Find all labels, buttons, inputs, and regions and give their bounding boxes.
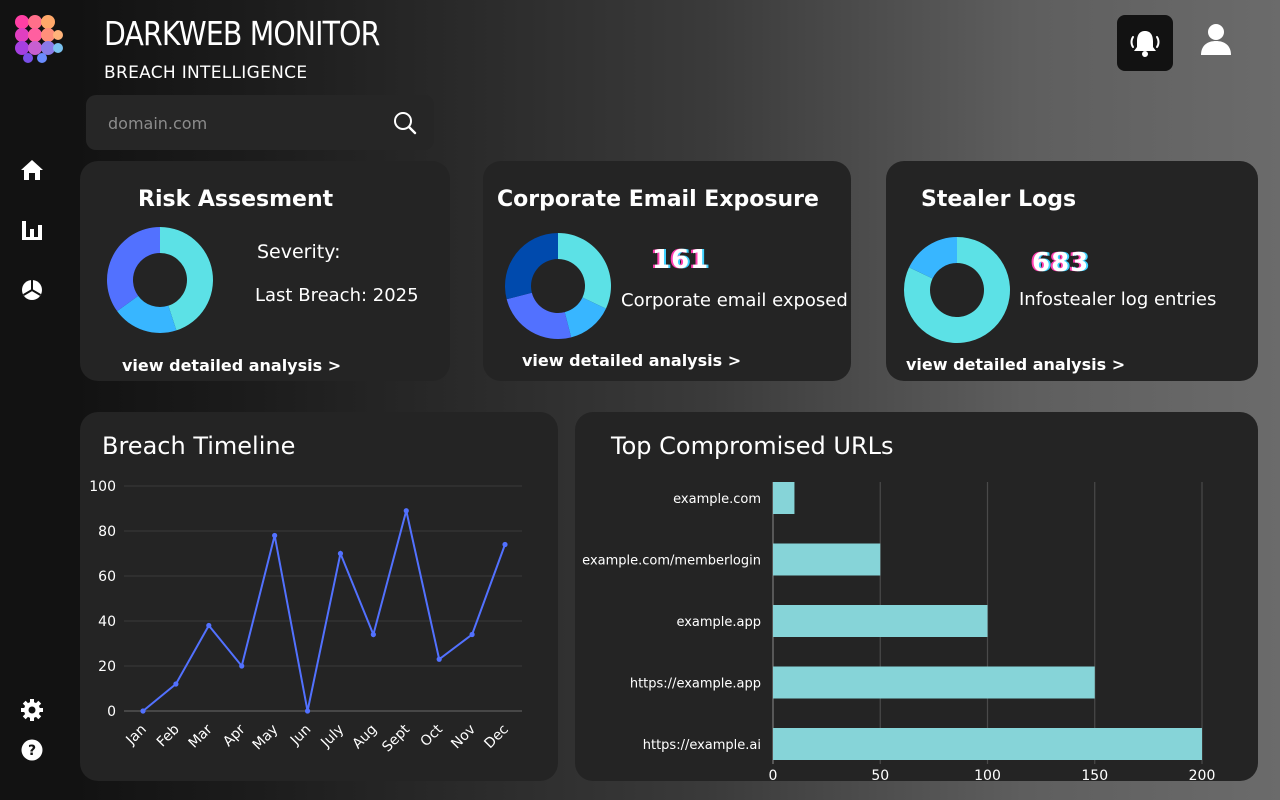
data-point <box>337 550 344 557</box>
last-breach-text: Last Breach: 2025 <box>255 285 419 306</box>
donut-slice <box>506 292 572 339</box>
severity-label: Severity: <box>257 241 341 263</box>
app-subtitle: BREACH INTELLIGENCE <box>104 63 308 83</box>
y-tick-label: 40 <box>98 614 116 630</box>
data-point <box>502 541 508 548</box>
donut-slice <box>558 233 611 309</box>
x-tick-label: Aug <box>350 722 381 753</box>
x-tick-label: July <box>317 722 347 752</box>
data-point <box>173 681 179 687</box>
donut-slice <box>909 237 957 279</box>
stealer-count: 683 <box>1032 248 1090 278</box>
app-title: DARKWEB MONITOR <box>104 14 380 53</box>
y-tick-label: 80 <box>98 524 116 540</box>
data-point <box>140 708 146 714</box>
y-tick-label: 20 <box>98 659 116 675</box>
x-tick-label: Mar <box>186 721 216 751</box>
x-tick-label: Apr <box>220 721 249 750</box>
home-icon[interactable] <box>19 157 45 183</box>
data-point <box>370 631 376 638</box>
user-icon[interactable] <box>1198 21 1234 57</box>
bar <box>773 605 988 637</box>
donut-slice <box>117 295 177 333</box>
bar-chart-icon[interactable] <box>19 217 45 243</box>
bell-icon <box>1130 31 1160 57</box>
x-tick-label: 50 <box>871 768 889 781</box>
x-tick-label: 200 <box>1189 768 1216 781</box>
series-line <box>142 510 506 712</box>
x-tick-label: Jun <box>287 722 314 749</box>
card-title: Corporate Email Exposure <box>497 187 819 212</box>
x-tick-label: Oct <box>418 721 447 750</box>
stealer-caption: Infostealer log entries <box>1019 289 1217 310</box>
y-tick-label: 0 <box>107 704 116 720</box>
donut-slice <box>564 297 606 338</box>
donut-slice <box>107 227 160 312</box>
bar-category-label: example.app <box>676 615 761 630</box>
card-title: Stealer Logs <box>921 187 1077 212</box>
data-point <box>206 622 212 629</box>
bar <box>773 728 1202 760</box>
notifications-button[interactable] <box>1117 15 1173 71</box>
risk-assessment-card: Risk Assesment Severity: Last Breach: 20… <box>80 161 450 381</box>
email-exposure-card: Corporate Email Exposure 161 Corporate e… <box>483 161 851 381</box>
panel-title: Top Compromised URLs <box>611 432 894 460</box>
bar-category-label: https://example.ai <box>643 738 761 753</box>
x-tick-label: Nov <box>448 722 479 753</box>
data-point <box>469 631 475 638</box>
data-point <box>239 663 245 669</box>
view-analysis-link[interactable]: view detailed analysis > <box>122 356 342 375</box>
help-icon[interactable]: ? <box>19 737 45 763</box>
breach-timeline-chart: 0 20 40 60 80 100 Jan Feb Mar Apr May Jun July Aug Sep… <box>89 479 522 755</box>
donut-slice <box>505 233 558 300</box>
card-title: Risk Assesment <box>138 187 334 212</box>
data-point <box>304 708 311 714</box>
y-tick-label: 60 <box>98 569 116 585</box>
email-count: 161 <box>652 245 710 275</box>
x-tick-label: Jan <box>123 722 150 749</box>
panel-title: Breach Timeline <box>102 432 296 460</box>
bar <box>773 543 881 576</box>
sidebar: ? <box>0 0 64 800</box>
risk-donut-chart <box>107 227 214 333</box>
data-point <box>272 532 278 539</box>
breach-timeline-panel: Breach Timeline 0 20 40 60 80 100 Jan Feb Mar Apr… <box>80 412 558 781</box>
stealer-donut-chart <box>904 237 1010 343</box>
data-point <box>436 656 442 662</box>
svg-text:?: ? <box>28 743 36 759</box>
search-input[interactable] <box>108 110 378 136</box>
stealer-logs-card: Stealer Logs 683 Infostealer log entries… <box>886 161 1258 381</box>
email-caption: Corporate email exposed <box>621 290 848 311</box>
gear-icon[interactable] <box>19 697 45 723</box>
x-tick-label: 150 <box>1081 768 1108 781</box>
data-point <box>403 508 409 514</box>
email-donut-chart <box>505 233 611 339</box>
x-tick-label: Sept <box>379 721 413 755</box>
top-urls-panel: Top Compromised URLs 0 50 100 150 200 example… <box>575 412 1258 781</box>
x-tick-label: Dec <box>481 722 511 752</box>
bar <box>773 666 1095 699</box>
x-tick-label: May <box>250 722 282 754</box>
view-analysis-link[interactable]: view detailed analysis > <box>906 355 1126 374</box>
donut-slice <box>160 227 214 331</box>
bar-category-label: https://example.app <box>630 677 761 692</box>
donut-slice <box>904 237 1010 343</box>
bar <box>773 482 795 514</box>
pie-chart-icon[interactable] <box>19 277 45 303</box>
app-logo <box>14 14 64 64</box>
view-analysis-link[interactable]: view detailed analysis > <box>522 351 742 370</box>
bar-category-label: example.com <box>673 492 761 507</box>
x-tick-label: 0 <box>769 768 778 781</box>
bar-category-label: example.com/memberlogin <box>582 554 761 569</box>
x-tick-label: Feb <box>154 721 183 750</box>
search-icon[interactable] <box>393 111 417 135</box>
search-box <box>86 95 434 150</box>
x-tick-label: 100 <box>974 768 1001 781</box>
top-urls-chart: 0 50 100 150 200 example.com example.com/membe… <box>582 482 1216 781</box>
y-tick-label: 100 <box>89 479 116 495</box>
